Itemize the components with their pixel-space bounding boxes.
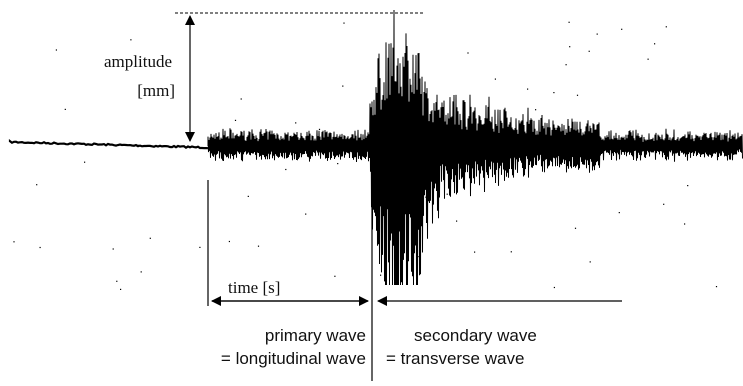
primary-wave-label: primary wave (265, 326, 366, 345)
noise-dot (342, 85, 344, 87)
noise-dot (334, 275, 336, 277)
noise-dot (687, 185, 689, 187)
noise-dot (618, 212, 620, 214)
noise-dot (576, 94, 579, 96)
noise-dot (39, 246, 41, 249)
noise-dot (116, 280, 118, 282)
noise-dot (589, 261, 591, 263)
noise-dot (418, 256, 420, 258)
noise-dot (553, 286, 555, 289)
noise-dot (661, 144, 663, 146)
noise-dot (402, 96, 404, 98)
noise-dot (337, 163, 339, 165)
noise-dot (568, 21, 570, 23)
noise-dot (247, 195, 249, 197)
secondary-wave-description: = transverse wave (386, 349, 524, 368)
noise-dot (446, 193, 448, 195)
noise-dot (569, 46, 571, 48)
noise-dot (699, 149, 701, 151)
amplitude-label: amplitude (104, 52, 172, 71)
noise-dot (120, 288, 122, 290)
noise-dot (568, 128, 570, 130)
seismogram-trace-line (207, 9, 743, 286)
noise-dot (285, 168, 287, 171)
noise-dot (474, 251, 476, 253)
noise-dot (527, 88, 529, 90)
noise-dot (149, 237, 151, 239)
noise-dot (238, 144, 240, 146)
noise-dot (199, 246, 201, 248)
noise-dot (112, 248, 114, 250)
noise-dot (371, 146, 374, 148)
noise-dot (467, 52, 469, 54)
noise-dot (305, 213, 307, 215)
noise-dot (588, 50, 590, 52)
noise-dot (257, 245, 260, 247)
secondary-wave-label: secondary wave (414, 326, 537, 345)
noise-dot (621, 28, 623, 30)
noise-dot (295, 122, 297, 124)
noise-dot (663, 203, 665, 205)
noise-dot (553, 92, 555, 94)
noise-dot (684, 223, 686, 225)
noise-dot (55, 49, 57, 51)
amplitude-unit-label: [mm] (137, 81, 175, 100)
noise-dot (456, 220, 458, 222)
noise-dot (130, 39, 132, 41)
noise-dot (397, 222, 399, 224)
noise-dot (494, 78, 496, 80)
noise-dot (565, 64, 567, 66)
noise-dot (140, 271, 142, 273)
noise-dot (665, 26, 667, 28)
primary-wave-description: = longitudinal wave (221, 349, 366, 368)
noise-dot (240, 98, 242, 100)
time-label: time [s] (228, 278, 280, 297)
noise-dot (13, 241, 15, 243)
noise-dot (447, 129, 449, 131)
noise-dot (64, 108, 66, 110)
noise-dot (556, 138, 559, 140)
noise-dot (535, 109, 537, 111)
noise-dot (137, 144, 139, 146)
noise-dot (596, 33, 598, 35)
noise-dot (228, 240, 230, 243)
noise-dot (715, 286, 718, 288)
noise-dot (380, 274, 382, 276)
noise-dot (510, 251, 512, 253)
background-noise-dots (13, 20, 718, 290)
noise-dot (594, 135, 596, 137)
noise-dot (308, 151, 310, 153)
noise-dot (318, 128, 321, 130)
noise-dot (574, 227, 577, 229)
noise-dot (647, 58, 649, 60)
noise-dot (343, 22, 345, 24)
noise-dot (84, 161, 86, 163)
noise-dot (36, 184, 38, 186)
noise-dot (293, 136, 296, 138)
seismogram-trace-baseline (8, 139, 209, 150)
noise-dot (234, 119, 237, 121)
seismogram-trace (8, 9, 743, 290)
noise-dot (425, 196, 427, 198)
noise-dot (654, 43, 656, 45)
